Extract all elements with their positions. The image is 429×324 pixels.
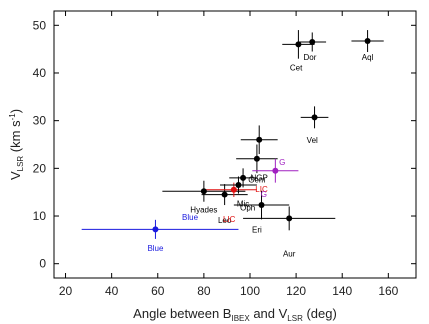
x-tick-label: 140 <box>332 284 352 298</box>
y-tick-label: 0 <box>39 257 46 271</box>
tick-group: 20 40 60 80 100 120 140 160 0 10 20 30 40 50 <box>33 11 416 298</box>
x-axis-title-main: Angle between B <box>133 306 231 321</box>
point-hyades <box>200 188 207 195</box>
point-blue <box>152 226 159 233</box>
x-tick-label: 20 <box>59 284 73 298</box>
x-tick-label: 80 <box>197 284 211 298</box>
point-label-mic: Mic <box>237 199 249 208</box>
x-axis-title-tail: (deg) <box>303 306 337 321</box>
point-label-blue-1: Blue <box>182 213 199 222</box>
point-leo <box>221 191 228 198</box>
x-tick-label: 100 <box>240 284 260 298</box>
y-axis-title-sup: -1 <box>8 113 17 121</box>
point-group <box>152 38 371 233</box>
y-axis-title-tail: (km s <box>8 120 23 156</box>
point-eri <box>258 202 265 209</box>
point-mic <box>235 182 242 189</box>
y-tick-label: 30 <box>33 114 47 128</box>
point-lic <box>230 186 237 193</box>
y-axis-title-sub: LSR <box>16 156 25 172</box>
point-oph <box>240 174 247 181</box>
point-label-g-1: G <box>261 190 267 199</box>
point-label-oph: Oph <box>240 203 255 212</box>
x-tick-label: 120 <box>286 284 306 298</box>
x-axis-title: Angle between BIBEX and VLSR (deg) <box>133 306 337 323</box>
x-tick-label: 60 <box>151 284 165 298</box>
y-tick-label: 20 <box>33 161 47 175</box>
point-label-vel: Vel <box>307 136 318 145</box>
point-ngp <box>256 136 263 143</box>
point-label-leo: Leo <box>218 216 232 225</box>
point-label-gem: Gem <box>248 176 266 185</box>
point-label-lic-1: LIC <box>255 185 268 194</box>
point-gem <box>253 155 260 162</box>
x-tick-label: 40 <box>105 284 119 298</box>
y-axis-title: VLSR (km s-1) <box>8 109 25 180</box>
point-label-hyades: Hyades <box>190 206 217 215</box>
point-label-blue: Blue <box>147 244 164 253</box>
x-axis-title-sub2: LSR <box>287 314 303 323</box>
point-label-aur: Aur <box>283 250 296 259</box>
x-axis-title-sub1: IBEX <box>231 314 250 323</box>
y-axis-title-main: V <box>8 171 23 180</box>
point-label-g: G <box>279 158 285 167</box>
point-vel <box>311 114 318 121</box>
point-dor <box>309 38 316 45</box>
errorbar-group <box>81 30 384 239</box>
label-group: BlueBlueHyadesLeoLICLICMicOphGemNGPEriGG… <box>147 53 373 258</box>
plot-frame <box>53 10 417 279</box>
point-label-dor: Dor <box>303 53 316 62</box>
point-cet <box>295 41 302 48</box>
y-axis-title-end: ) <box>8 109 23 113</box>
x-axis-title-mid: and V <box>250 306 288 321</box>
point-label-cet: Cet <box>290 64 303 73</box>
point-label-ngp: NGP <box>251 173 268 182</box>
point-label-aql: Aql <box>362 53 374 62</box>
y-tick-label: 40 <box>33 66 47 80</box>
x-tick-label: 160 <box>378 284 398 298</box>
point-g <box>272 167 279 174</box>
y-tick-label: 10 <box>33 209 47 223</box>
point-label-lic: LIC <box>223 215 236 224</box>
point-aur <box>286 215 293 222</box>
y-tick-label: 50 <box>33 18 47 32</box>
point-aql <box>364 38 371 45</box>
point-label-eri: Eri <box>252 226 262 235</box>
